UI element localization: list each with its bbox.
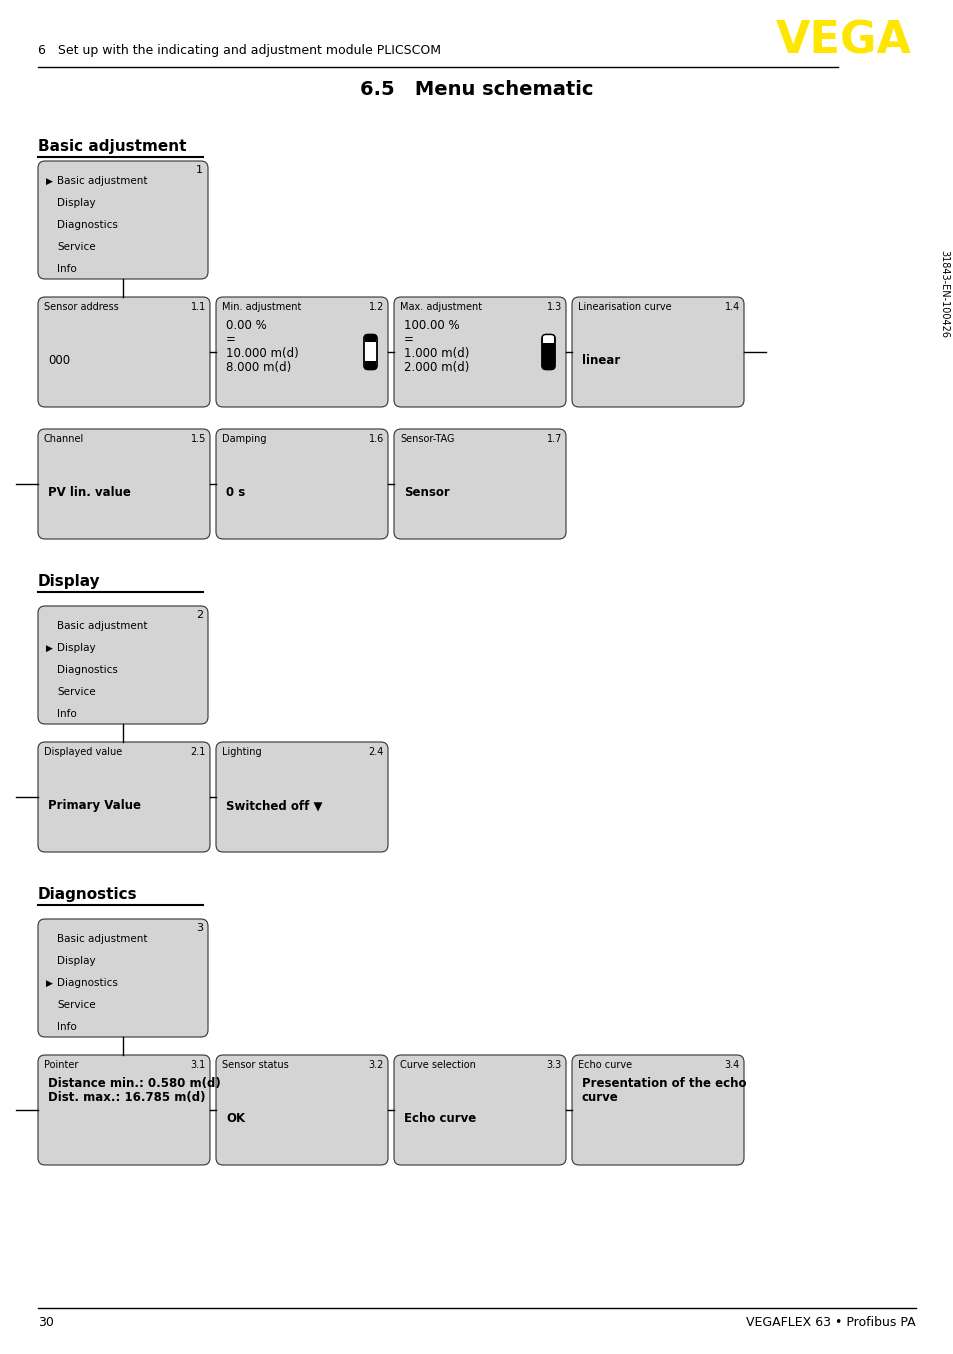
Text: 3.4: 3.4: [724, 1060, 740, 1070]
FancyBboxPatch shape: [394, 1055, 565, 1164]
Text: Basic adjustment: Basic adjustment: [57, 934, 148, 944]
Text: OK: OK: [226, 1112, 245, 1125]
Text: 000: 000: [48, 355, 71, 367]
Text: Display: Display: [57, 956, 95, 967]
Text: Switched off ▼: Switched off ▼: [226, 799, 322, 812]
Text: Diagnostics: Diagnostics: [38, 887, 137, 902]
Text: Sensor status: Sensor status: [222, 1060, 289, 1070]
Text: 1.7: 1.7: [546, 435, 561, 444]
Text: Info: Info: [57, 709, 76, 719]
Text: 6.5   Menu schematic: 6.5 Menu schematic: [360, 80, 593, 99]
Text: 3: 3: [195, 923, 203, 933]
Text: Service: Service: [57, 688, 95, 697]
Text: Echo curve: Echo curve: [403, 1112, 476, 1125]
Text: Sensor-TAG: Sensor-TAG: [399, 435, 454, 444]
Text: Dist. max.: 16.785 m(d): Dist. max.: 16.785 m(d): [48, 1091, 205, 1104]
Bar: [544, 334, 552, 341]
Text: Displayed value: Displayed value: [44, 747, 122, 757]
Text: Pointer: Pointer: [44, 1060, 78, 1070]
FancyBboxPatch shape: [572, 1055, 743, 1164]
Text: Diagnostics: Diagnostics: [57, 665, 118, 676]
FancyBboxPatch shape: [38, 429, 210, 539]
Text: 2.1: 2.1: [191, 747, 206, 757]
Bar: [365, 334, 375, 341]
FancyBboxPatch shape: [394, 297, 565, 408]
Text: PV lin. value: PV lin. value: [48, 486, 131, 500]
Text: 1.6: 1.6: [369, 435, 384, 444]
Text: Min. adjustment: Min. adjustment: [222, 302, 301, 311]
Text: 31843-EN-100426: 31843-EN-100426: [938, 250, 948, 338]
Text: Info: Info: [57, 1022, 76, 1032]
Text: VEGAFLEX 63 • Profibus PA: VEGAFLEX 63 • Profibus PA: [745, 1316, 915, 1330]
FancyBboxPatch shape: [541, 334, 555, 370]
FancyBboxPatch shape: [215, 742, 388, 852]
Text: Basic adjustment: Basic adjustment: [57, 176, 148, 187]
Text: Channel: Channel: [44, 435, 84, 444]
FancyBboxPatch shape: [38, 919, 208, 1037]
Text: 1.5: 1.5: [191, 435, 206, 444]
Text: 2.4: 2.4: [368, 747, 384, 757]
FancyBboxPatch shape: [215, 1055, 388, 1164]
FancyBboxPatch shape: [215, 297, 388, 408]
Text: Damping: Damping: [222, 435, 266, 444]
Text: 1.000 m(d): 1.000 m(d): [403, 347, 469, 360]
Text: 8.000 m(d): 8.000 m(d): [226, 362, 291, 374]
Text: 1.1: 1.1: [191, 302, 206, 311]
Text: 3.2: 3.2: [368, 1060, 384, 1070]
Text: 1.3: 1.3: [546, 302, 561, 311]
Text: 3.1: 3.1: [191, 1060, 206, 1070]
FancyBboxPatch shape: [38, 742, 210, 852]
Bar: [365, 360, 375, 368]
Text: 1.4: 1.4: [724, 302, 740, 311]
Text: Sensor address: Sensor address: [44, 302, 118, 311]
Text: Display: Display: [38, 574, 100, 589]
FancyBboxPatch shape: [215, 429, 388, 539]
Text: 0 s: 0 s: [226, 486, 245, 500]
Text: Diagnostics: Diagnostics: [57, 979, 118, 988]
Text: Max. adjustment: Max. adjustment: [399, 302, 481, 311]
Text: Linearisation curve: Linearisation curve: [578, 302, 671, 311]
Text: Echo curve: Echo curve: [578, 1060, 632, 1070]
Text: =: =: [403, 333, 414, 347]
Text: =: =: [226, 333, 235, 347]
Bar: [542, 334, 554, 343]
Text: Curve selection: Curve selection: [399, 1060, 476, 1070]
FancyBboxPatch shape: [364, 334, 376, 370]
Text: Info: Info: [57, 264, 76, 275]
Text: Primary Value: Primary Value: [48, 799, 141, 812]
Text: Distance min.: 0.580 m(d): Distance min.: 0.580 m(d): [48, 1076, 220, 1090]
Text: ▶: ▶: [46, 979, 52, 988]
Text: ▶: ▶: [46, 643, 52, 653]
Text: 30: 30: [38, 1316, 53, 1330]
Text: 1.2: 1.2: [368, 302, 384, 311]
FancyBboxPatch shape: [38, 297, 210, 408]
Text: Sensor: Sensor: [403, 486, 449, 500]
Text: linear: linear: [581, 355, 619, 367]
FancyBboxPatch shape: [394, 429, 565, 539]
Text: 0.00 %: 0.00 %: [226, 320, 267, 332]
Text: 10.000 m(d): 10.000 m(d): [226, 347, 298, 360]
Text: 1: 1: [195, 165, 203, 175]
FancyBboxPatch shape: [572, 297, 743, 408]
Text: 100.00 %: 100.00 %: [403, 320, 459, 332]
Text: Display: Display: [57, 643, 95, 653]
Text: Lighting: Lighting: [222, 747, 261, 757]
Text: 6   Set up with the indicating and adjustment module PLICSCOM: 6 Set up with the indicating and adjustm…: [38, 43, 440, 57]
Text: Service: Service: [57, 1001, 95, 1010]
Text: 3.3: 3.3: [546, 1060, 561, 1070]
Text: Basic adjustment: Basic adjustment: [38, 139, 186, 154]
FancyBboxPatch shape: [38, 1055, 210, 1164]
Text: curve: curve: [581, 1091, 618, 1104]
Text: Service: Service: [57, 242, 95, 252]
Text: 2: 2: [195, 611, 203, 620]
Text: Basic adjustment: Basic adjustment: [57, 621, 148, 631]
Text: Display: Display: [57, 198, 95, 209]
FancyBboxPatch shape: [38, 161, 208, 279]
FancyBboxPatch shape: [38, 607, 208, 724]
Text: Presentation of the echo: Presentation of the echo: [581, 1076, 745, 1090]
Text: ▶: ▶: [46, 177, 52, 185]
Text: 2.000 m(d): 2.000 m(d): [403, 362, 469, 374]
Text: VEGA: VEGA: [775, 19, 911, 62]
Text: Diagnostics: Diagnostics: [57, 221, 118, 230]
